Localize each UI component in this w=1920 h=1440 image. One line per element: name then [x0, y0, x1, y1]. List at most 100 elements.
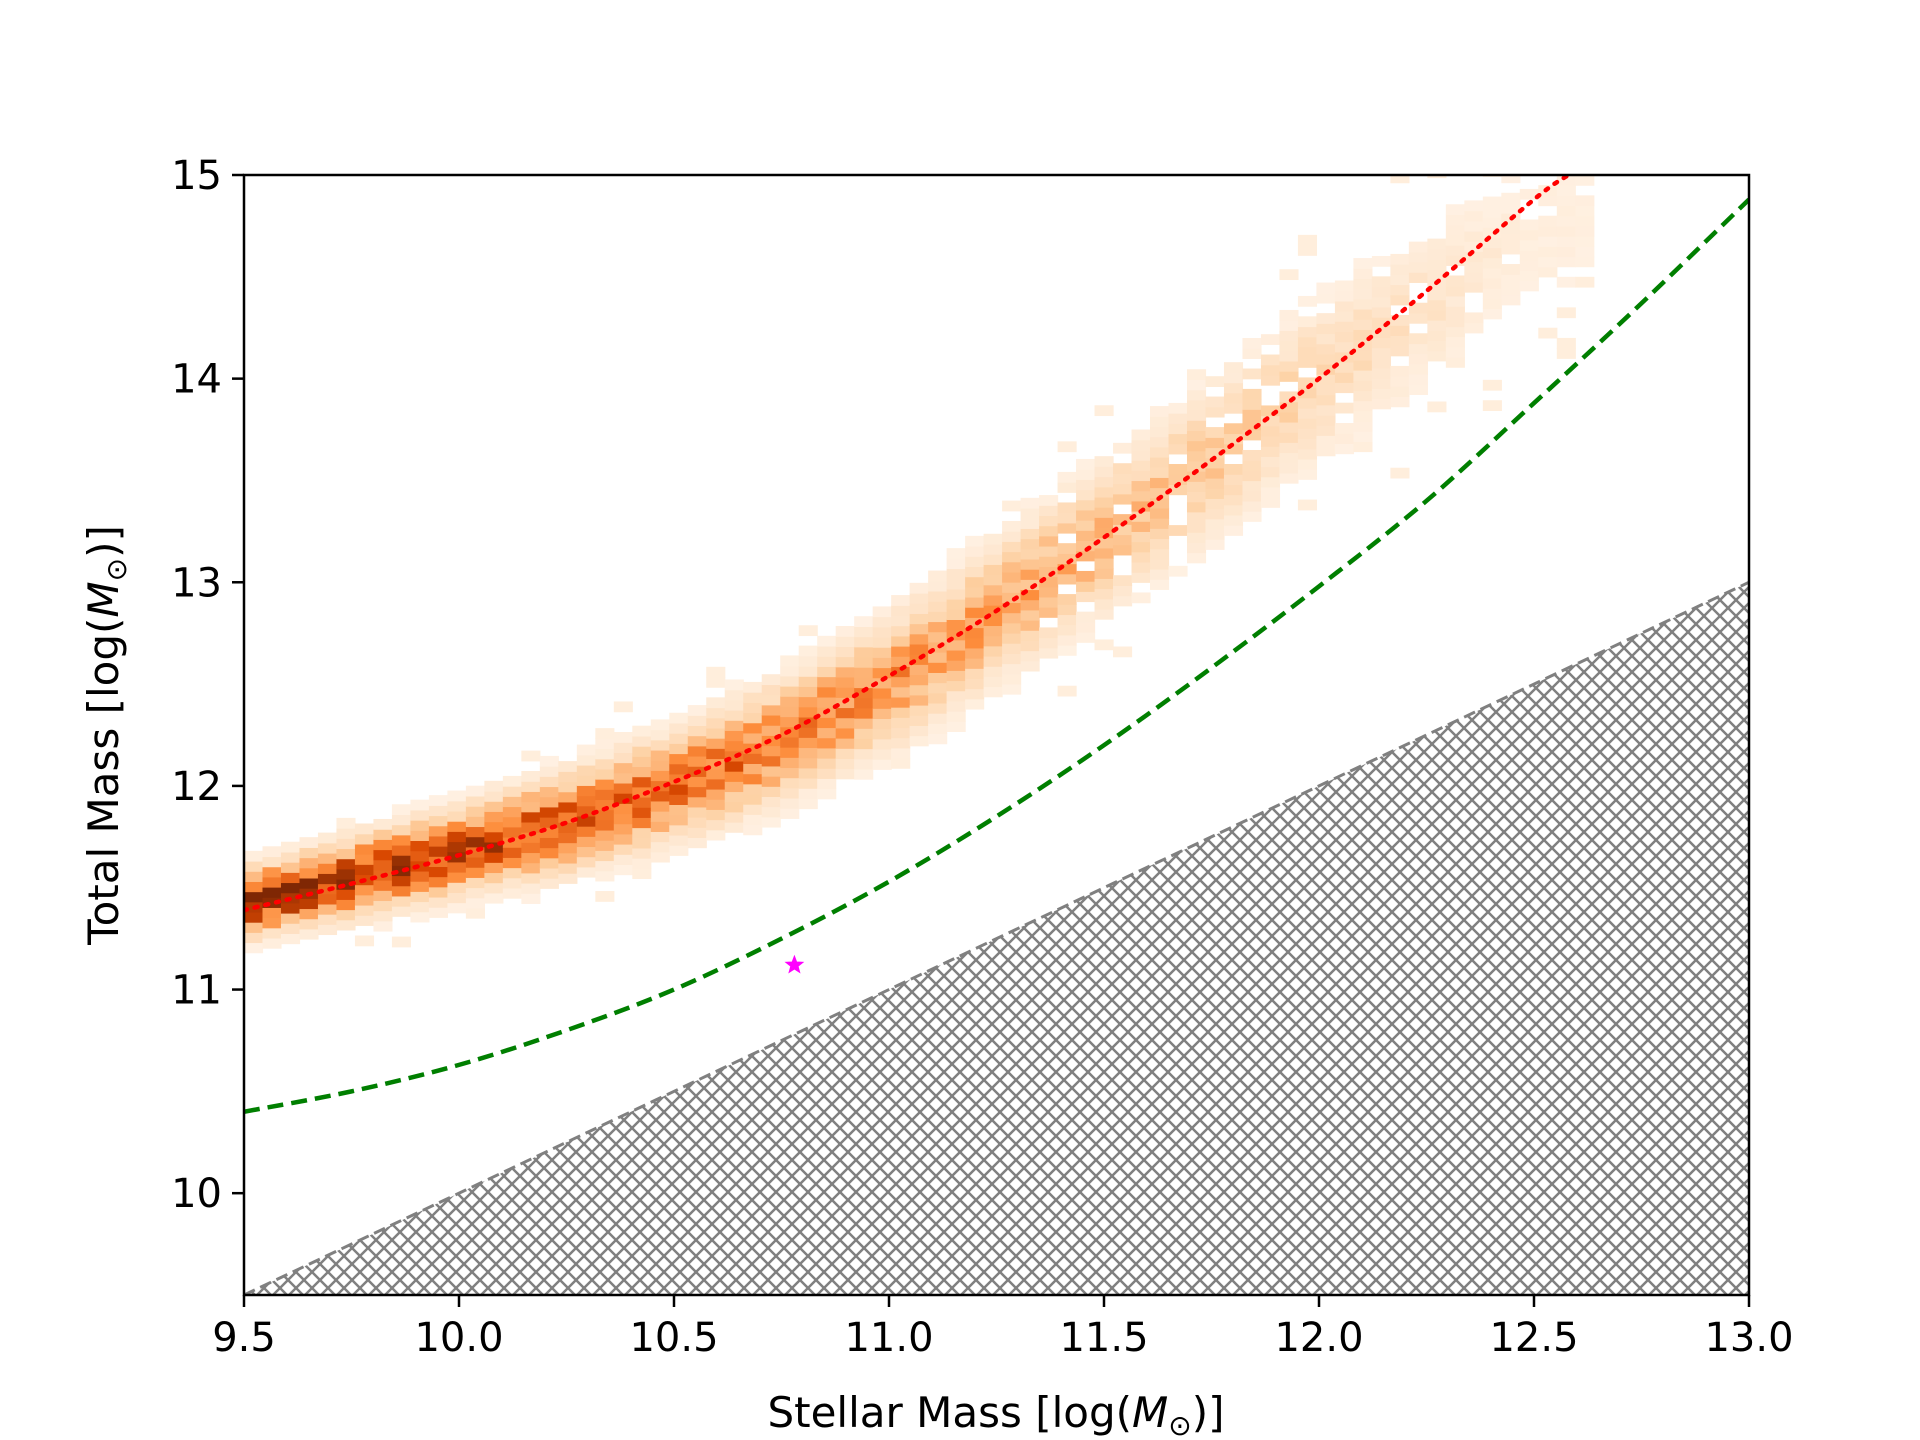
- histogram-cell: [835, 666, 855, 678]
- histogram-cell: [1002, 683, 1022, 695]
- histogram-cell: [1556, 205, 1576, 217]
- histogram-cell: [1039, 535, 1059, 547]
- histogram-cell: [1353, 431, 1373, 442]
- histogram-cell: [854, 626, 874, 638]
- histogram-cell: [1057, 685, 1077, 697]
- histogram-cell: [946, 680, 966, 692]
- histogram-cell: [1002, 673, 1022, 685]
- histogram-cell: [854, 758, 874, 770]
- histogram-cell: [1334, 382, 1354, 394]
- histogram-cell: [1427, 248, 1447, 260]
- histogram-cell: [909, 674, 929, 686]
- histogram-cell: [354, 884, 375, 896]
- histogram-cell: [965, 556, 985, 568]
- histogram-cell: [946, 558, 966, 570]
- histogram-cell: [1279, 432, 1299, 443]
- histogram-cell: [1057, 624, 1077, 636]
- histogram-cell: [1002, 602, 1022, 614]
- histogram-cell: [1020, 660, 1040, 672]
- histogram-cell: [1168, 433, 1188, 445]
- x-axis-label-symbol: M: [1132, 1388, 1168, 1437]
- histogram-cell: [706, 738, 726, 749]
- histogram-cell: [373, 829, 393, 840]
- histogram-cell: [262, 856, 282, 868]
- histogram-cell: [1482, 278, 1502, 289]
- histogram-cell: [928, 641, 948, 653]
- histogram-cell: [632, 807, 652, 818]
- histogram-cell: [1057, 512, 1077, 524]
- histogram-cells: [244, 175, 1595, 954]
- histogram-cell: [1316, 445, 1336, 457]
- histogram-cell: [761, 694, 781, 706]
- histogram-cell: [891, 645, 911, 657]
- histogram-cell: [502, 796, 522, 808]
- histogram-cell: [706, 819, 726, 831]
- histogram-cell: [391, 855, 412, 866]
- histogram-cell: [743, 804, 763, 815]
- histogram-cell: [1464, 312, 1484, 324]
- histogram-cell: [965, 617, 985, 629]
- histogram-cell: [613, 844, 633, 855]
- histogram-cell: [1297, 336, 1318, 348]
- histogram-cell: [317, 893, 338, 905]
- histogram-cell: [946, 690, 966, 702]
- histogram-cell: [687, 735, 707, 747]
- histogram-cell: [891, 757, 911, 769]
- histogram-cell: [817, 737, 837, 749]
- x-axis-label-end: )]: [1192, 1388, 1225, 1437]
- histogram-cell: [465, 846, 485, 858]
- histogram-cell: [669, 784, 689, 795]
- histogram-cell: [595, 850, 615, 862]
- histogram-cell: [761, 674, 781, 686]
- histogram-cell: [632, 847, 652, 859]
- histogram-cell: [983, 584, 1003, 596]
- histogram-cell: [1242, 337, 1262, 349]
- histogram-cell: [1150, 406, 1170, 417]
- histogram-cell: [1279, 330, 1299, 342]
- histogram-cell: [1057, 553, 1077, 565]
- histogram-cell: [465, 887, 485, 899]
- histogram-cell: [502, 816, 522, 828]
- histogram-cell: [1297, 377, 1318, 389]
- histogram-cell: [946, 588, 966, 600]
- histogram-cell: [687, 827, 707, 839]
- histogram-cell: [539, 766, 559, 777]
- histogram-cell: [1057, 563, 1077, 575]
- histogram-cell: [1057, 594, 1077, 605]
- histogram-cell: [669, 814, 689, 826]
- histogram-cell: [336, 868, 356, 880]
- histogram-cell: [1242, 399, 1262, 410]
- histogram-cell: [743, 793, 763, 805]
- histogram-cell: [1242, 368, 1262, 380]
- histogram-cell: [502, 836, 522, 848]
- histogram-cell: [465, 867, 485, 878]
- histogram-cell: [1260, 415, 1281, 427]
- histogram-cell: [965, 668, 985, 680]
- histogram-cell: [1575, 256, 1595, 268]
- histogram-cell: [1076, 458, 1096, 470]
- histogram-cell: [743, 773, 763, 785]
- histogram-cell: [1260, 486, 1281, 498]
- histogram-cell: [595, 738, 615, 750]
- histogram-cell: [891, 595, 911, 606]
- histogram-cell: [706, 707, 726, 719]
- histogram-cell: [354, 904, 375, 916]
- histogram-cell: [1150, 436, 1170, 448]
- histogram-cell: [1223, 382, 1244, 394]
- histogram-cell: [1427, 340, 1447, 352]
- histogram-cell: [1076, 591, 1096, 603]
- histogram-cell: [595, 799, 615, 811]
- histogram-cell: [1445, 275, 1465, 287]
- histogram-cell: [428, 825, 448, 837]
- histogram-cell: [780, 685, 800, 697]
- histogram-cell: [928, 570, 948, 582]
- histogram-cell: [1445, 356, 1465, 368]
- histogram-cell: [428, 866, 448, 878]
- histogram-cell: [706, 829, 726, 841]
- histogram-cell: [1297, 295, 1318, 307]
- histogram-cell: [891, 625, 911, 637]
- histogram-cell: [613, 803, 633, 815]
- histogram-cell: [872, 667, 892, 679]
- histogram-cell: [1205, 427, 1225, 438]
- histogram-cell: [1150, 558, 1170, 570]
